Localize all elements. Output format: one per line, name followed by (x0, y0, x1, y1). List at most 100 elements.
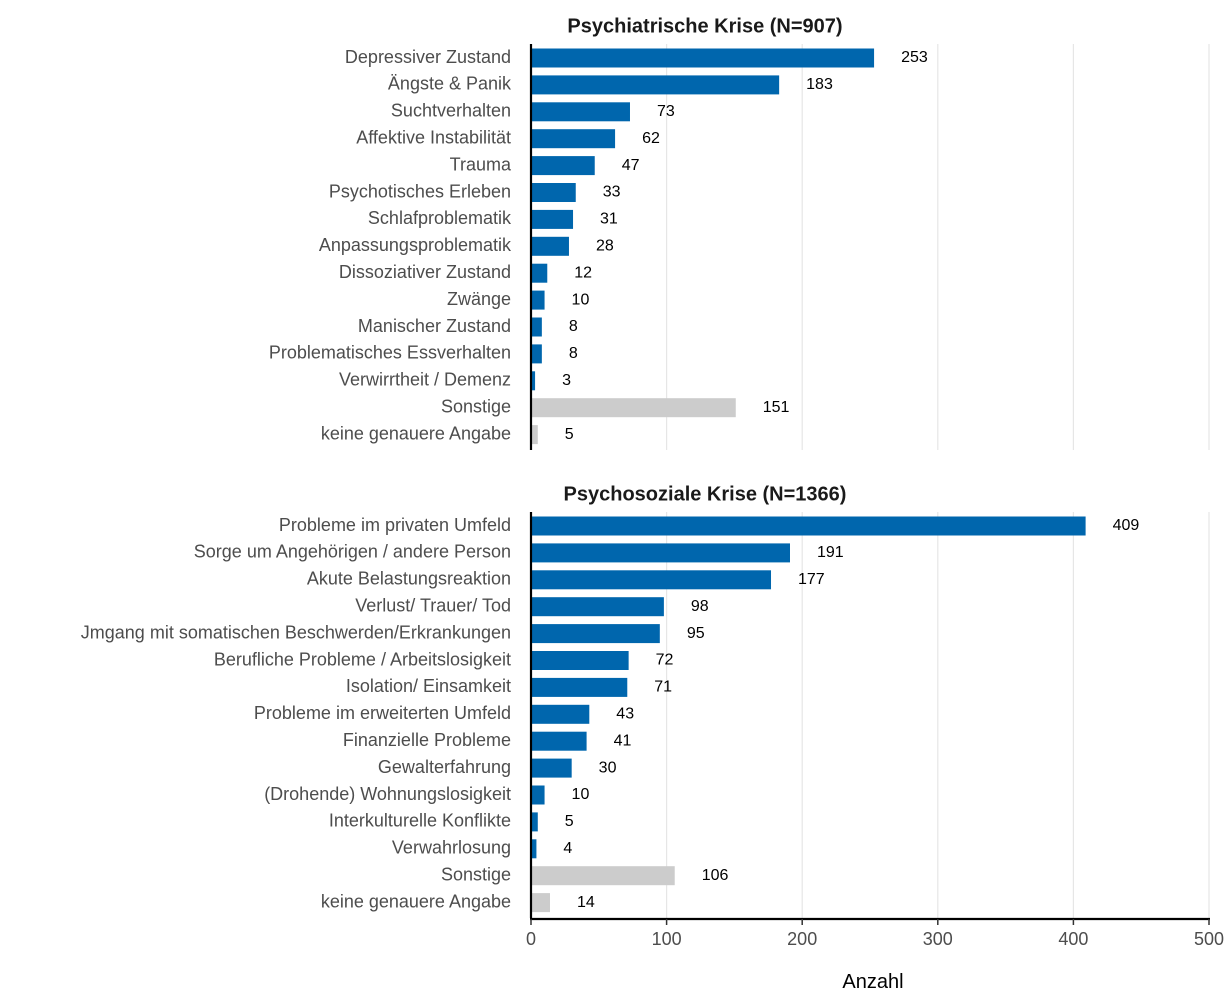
category-label: Verwirrtheit / Demenz (339, 370, 511, 390)
x-axis: 0 100 200 300 400 500 (526, 917, 1224, 949)
bar (532, 102, 630, 122)
value-label: 409 (1113, 517, 1140, 534)
bar (532, 893, 550, 913)
bar (532, 758, 572, 778)
category-label: Akute Belastungsreaktion (307, 569, 511, 589)
value-label: 191 (817, 544, 844, 561)
value-label: 72 (656, 652, 674, 669)
value-label: 8 (569, 318, 578, 335)
value-label: 30 (599, 759, 617, 776)
category-label: Anpassungsproblematik (319, 235, 512, 255)
bar (532, 183, 576, 202)
category-label: Sorge um Angehörigen / andere Person (194, 542, 511, 562)
value-label: 8 (569, 345, 578, 362)
bar (532, 263, 548, 283)
category-label: (Drohende) Wohnungslosigkeit (264, 784, 511, 804)
bar (532, 156, 595, 176)
bar (532, 290, 545, 310)
value-label: 31 (600, 211, 618, 228)
category-label: Manischer Zustand (358, 316, 511, 336)
category-label: Verwahrlosung (392, 838, 511, 858)
bar (532, 317, 542, 337)
category-label: Berufliche Probleme / Arbeitslosigkeit (214, 649, 511, 669)
category-label: Probleme im erweiterten Umfeld (254, 703, 511, 723)
value-label: 106 (702, 867, 729, 884)
value-label: 253 (901, 49, 928, 66)
bar (532, 570, 772, 590)
value-label: 10 (572, 786, 590, 803)
value-label: 43 (616, 706, 634, 723)
bar (532, 785, 545, 805)
bar (532, 866, 675, 886)
category-label: Ängste & Panik (388, 74, 512, 94)
category-label: Isolation/ Einsamkeit (346, 676, 511, 696)
value-label: 62 (642, 130, 660, 147)
bar (532, 344, 542, 364)
panel-2: Psychosoziale Krise (N=1366) Probleme im … (81, 483, 1140, 918)
category-label: Problematisches Essverhalten (269, 343, 511, 363)
category-label: Finanzielle Probleme (343, 730, 511, 750)
bar (532, 651, 629, 670)
value-label: 47 (622, 157, 640, 174)
bar (532, 516, 1086, 536)
grid-lines (665, 44, 1210, 918)
chart-panels: Psychiatrische Krise (N=907) Depressiver … (81, 15, 1140, 918)
category-label: Suchtverhalten (391, 101, 511, 121)
value-label: 41 (614, 732, 632, 749)
category-label: Depressiver Zustand (345, 47, 511, 67)
bar (532, 398, 736, 418)
x-tick-label: 300 (923, 929, 953, 949)
x-tick-label: 400 (1058, 929, 1088, 949)
value-label: 5 (565, 813, 574, 830)
bar (532, 371, 536, 391)
bar (532, 704, 590, 724)
bar (532, 677, 628, 697)
bar (532, 812, 538, 832)
bar (532, 75, 780, 95)
x-tick-label: 100 (652, 929, 682, 949)
value-label: 183 (806, 76, 833, 93)
bar (532, 425, 538, 445)
value-label: 5 (565, 426, 574, 443)
bar (532, 236, 569, 256)
x-tick-label: 200 (787, 929, 817, 949)
category-label: Interkulturelle Konflikte (329, 811, 511, 831)
category-label: Jmgang mit somatischen Beschwerden/Erkra… (81, 622, 511, 642)
category-label: keine genauere Angabe (321, 423, 511, 443)
bar (532, 839, 537, 859)
value-label: 151 (763, 399, 790, 416)
value-label: 12 (574, 264, 592, 281)
panel-1: Psychiatrische Krise (N=907) Depressiver … (269, 15, 928, 450)
value-label: 3 (562, 372, 571, 389)
panel-title: Psychosoziale Krise (N=1366) (564, 483, 847, 505)
category-label: Psychotisches Erleben (329, 181, 511, 201)
x-tick-label: 500 (1194, 929, 1224, 949)
bar (532, 48, 875, 68)
bar (532, 129, 616, 149)
value-label: 98 (691, 598, 709, 615)
value-label: 73 (657, 103, 675, 120)
x-axis-title: Anzahl (842, 971, 903, 993)
value-label: 28 (596, 238, 614, 255)
bar (532, 624, 660, 644)
bar (532, 597, 664, 617)
value-label: 71 (654, 679, 672, 696)
category-label: Trauma (450, 154, 512, 174)
category-label: Probleme im privaten Umfeld (279, 515, 511, 535)
category-label: Gewalterfahrung (378, 757, 511, 777)
panel-title: Psychiatrische Krise (N=907) (567, 15, 842, 37)
value-label: 4 (563, 840, 572, 857)
category-label: Verlust/ Trauer/ Tod (355, 595, 511, 615)
category-label: Zwänge (447, 289, 511, 309)
category-label: Sonstige (441, 864, 511, 884)
value-label: 14 (577, 894, 595, 911)
value-label: 10 (572, 291, 590, 308)
bar (532, 731, 587, 751)
bar (532, 543, 790, 563)
value-label: 33 (603, 184, 621, 201)
category-label: Affektive Instabilität (356, 127, 511, 147)
value-label: 95 (687, 625, 705, 642)
category-label: Sonstige (441, 396, 511, 416)
value-label: 177 (798, 571, 825, 588)
